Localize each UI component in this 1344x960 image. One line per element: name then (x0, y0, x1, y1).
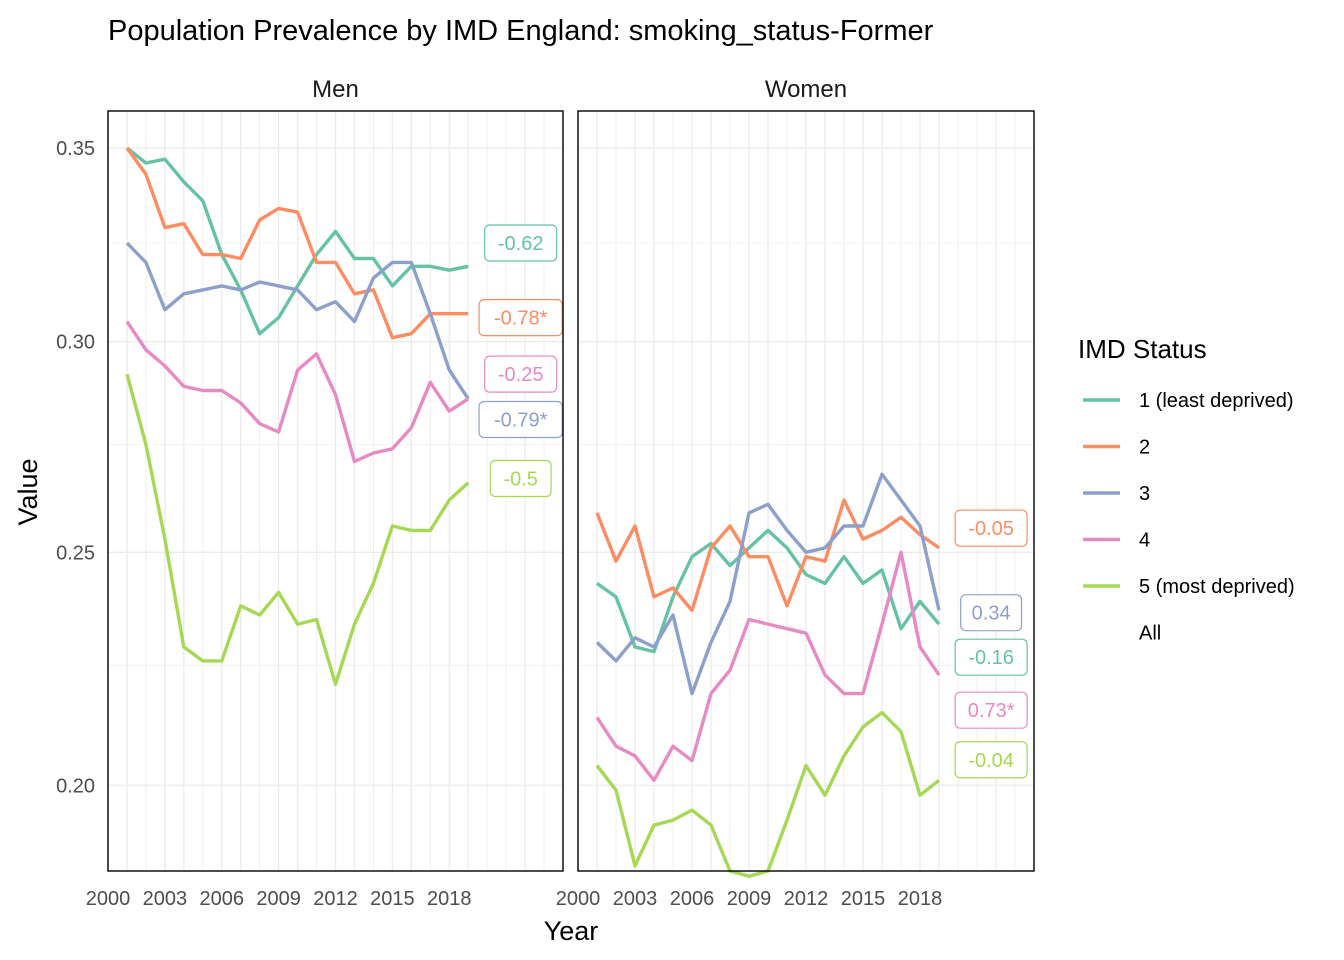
label-text: -0.04 (968, 750, 1014, 772)
correlation-label: -0.05 (954, 509, 1028, 547)
correlation-label: -0.16 (954, 638, 1028, 676)
x-tick-label: 2012 (784, 888, 829, 910)
labels-women: -0.05 0.34 -0.16 0.73* -0.04 (954, 509, 1028, 779)
label-box (478, 299, 563, 337)
series-line-men-imd4 (125, 320, 470, 464)
correlation-label: -0.79* (478, 400, 563, 439)
label-box (484, 355, 558, 393)
legend: IMD Status 1 (least deprived) 2 3 4 5 (most … (1078, 334, 1295, 645)
label-box (960, 594, 1023, 632)
series-line-men-imd5 (125, 373, 470, 686)
legend-label: 1 (least deprived) (1139, 390, 1294, 412)
correlation-label: 0.73* (954, 691, 1028, 729)
label-text: -0.25 (498, 364, 544, 386)
x-tick-label: 2012 (313, 888, 358, 910)
series-line-men-imd3 (125, 241, 470, 400)
series-line-women-imd3 (595, 472, 941, 696)
series-line-women-imd2 (595, 498, 940, 613)
legend-title: IMD Status (1078, 334, 1207, 364)
panel-border-men (107, 110, 564, 872)
legend-label: All (1139, 623, 1161, 645)
x-tick-label: 2009 (256, 888, 301, 910)
label-text: -0.16 (968, 647, 1014, 669)
correlation-label: -0.5 (489, 459, 552, 498)
series-line-men-imd2 (125, 147, 469, 340)
correlation-label: -0.78* (478, 299, 563, 337)
panel-border-women (577, 110, 1035, 872)
x-tick-label: 2003 (613, 888, 658, 910)
series-line-women-imd4 (595, 550, 941, 782)
label-box (489, 459, 552, 498)
correlation-label: -0.04 (954, 741, 1028, 779)
legend-label: 5 (most deprived) (1139, 576, 1295, 598)
y-tick-label: 0.20 (56, 775, 95, 797)
label-text: -0.62 (498, 233, 544, 255)
label-box (954, 691, 1028, 729)
x-tick-label: 2000 (556, 888, 601, 910)
grid-women (577, 111, 1035, 871)
legend-item: 5 (most deprived) (1083, 576, 1295, 598)
panel-strip-women: Women (765, 76, 847, 103)
x-ticks-men: 2000 2003 2006 2009 2012 2015 2018 (86, 888, 472, 910)
x-tick-label: 2018 (898, 888, 943, 910)
x-tick-label: 2003 (143, 888, 188, 910)
label-text: -0.78* (494, 308, 548, 330)
x-tick-label: 2006 (200, 888, 245, 910)
y-tick-label: 0.35 (56, 138, 95, 160)
x-tick-label: 2015 (370, 888, 415, 910)
legend-label: 3 (1139, 483, 1150, 505)
legend-label: 4 (1139, 530, 1150, 552)
legend-item: 2 (1083, 437, 1150, 459)
label-box (478, 400, 563, 439)
x-tick-label: 2018 (427, 888, 472, 910)
legend-item: 4 (1083, 530, 1150, 552)
label-box (484, 224, 558, 262)
x-tick-label: 2015 (841, 888, 886, 910)
x-ticks-women: 2000 2003 2006 2009 2012 2015 2018 (556, 888, 943, 910)
panel-strip-men: Men (312, 76, 359, 103)
legend-item: 3 (1083, 483, 1150, 505)
label-text: -0.5 (503, 469, 537, 491)
label-box (954, 741, 1028, 779)
x-tick-label: 2000 (86, 888, 131, 910)
label-text: 0.73* (968, 700, 1015, 722)
labels-men: -0.62 -0.78* -0.25 -0.79* -0.5 (478, 224, 563, 498)
y-axis-title: Value (13, 458, 43, 525)
label-box (954, 638, 1028, 676)
series-line-women-imd1 (596, 528, 941, 654)
correlation-label: 0.34 (960, 594, 1023, 632)
legend-label: 2 (1139, 437, 1150, 459)
correlation-label: -0.25 (484, 355, 558, 393)
x-axis-title: Year (544, 916, 599, 946)
chart-title: Population Prevalence by IMD England: sm… (108, 15, 934, 47)
x-tick-label: 2009 (727, 888, 772, 910)
label-box (954, 509, 1028, 547)
legend-item: 1 (least deprived) (1083, 390, 1294, 412)
y-tick-label: 0.25 (56, 542, 95, 564)
legend-item: All (1139, 623, 1161, 645)
label-text: -0.05 (968, 518, 1014, 540)
series-group-men (125, 146, 470, 686)
y-tick-label: 0.30 (56, 332, 95, 354)
label-text: 0.34 (972, 603, 1011, 625)
correlation-label: -0.62 (484, 224, 558, 262)
label-text: -0.79* (494, 409, 548, 431)
y-ticks: 0.20 0.25 0.30 0.35 (56, 138, 95, 797)
x-tick-label: 2006 (670, 888, 715, 910)
